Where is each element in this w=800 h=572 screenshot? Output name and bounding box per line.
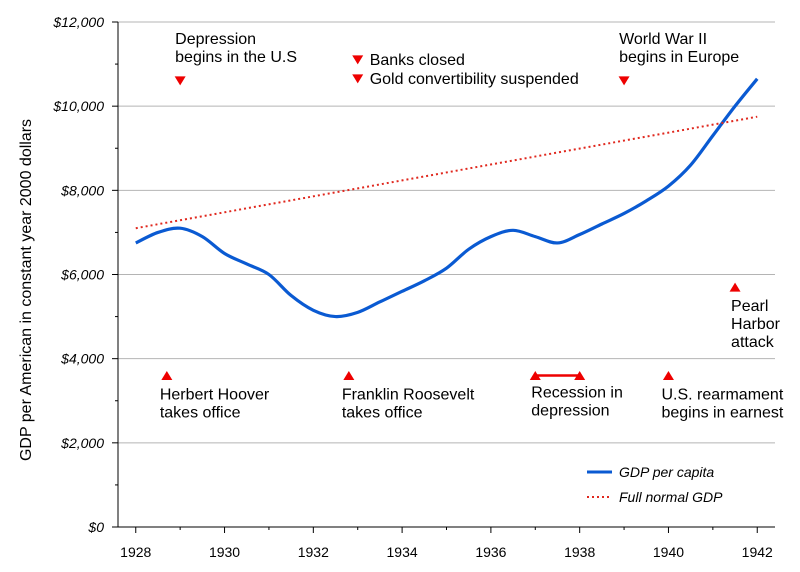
annotation-pearl: Pearl Harbor attack (729, 282, 781, 351)
y-axis-ticks: $0 $2,000 $4,000 $6,000 $8,000 $10,000 $12,000 (52, 14, 118, 535)
annotation-wwii: World War II begins in Europe (618, 31, 739, 86)
series-line-gdp-per-capita (135, 77, 759, 319)
annotation-depression: Depression begins in the U.S (174, 31, 297, 86)
annotation-hoover: Herbert Hoover takes office (160, 371, 270, 422)
annotation-label-banks: Banks closed (370, 52, 465, 69)
annotation-label-wwii: World War II begins in Europe (619, 31, 739, 66)
x-tick-label: 1942 (742, 544, 773, 560)
annotation-label-recession: Recession in depression (531, 385, 623, 420)
x-tick-label: 1938 (564, 544, 595, 560)
y-tick-label: $0 (87, 519, 104, 535)
annotation-roosevelt: Franklin Roosevelt takes office (342, 371, 475, 422)
y-tick-label: $4,000 (60, 351, 104, 367)
up-marker (529, 371, 541, 380)
x-axis-ticks: 1928 1930 1932 1934 1936 1938 1940 1942 (120, 527, 773, 560)
annotation-banks: Banks closed (352, 52, 465, 69)
up-marker (729, 282, 741, 292)
y-tick-label: $8,000 (60, 182, 104, 198)
x-tick-label: 1936 (475, 544, 506, 560)
up-marker (574, 371, 586, 380)
y-tick-label: $10,000 (52, 98, 104, 114)
y-tick-label: $2,000 (60, 435, 104, 451)
x-tick-label: 1928 (120, 544, 151, 560)
annotation-gold: Gold convertibility suspended (352, 71, 579, 88)
y-tick-label: $12,000 (52, 14, 104, 30)
legend: GDP per capita Full normal GDP (587, 464, 723, 505)
annotation-label-gold: Gold convertibility suspended (370, 71, 579, 88)
down-marker (618, 76, 630, 86)
annotation-label-hoover: Herbert Hoover takes office (160, 387, 270, 422)
legend-label-full-normal-gdp: Full normal GDP (619, 489, 723, 505)
up-marker (343, 371, 355, 380)
legend-label-gdp-per-capita: GDP per capita (619, 464, 714, 480)
down-marker (174, 76, 186, 86)
annotation-recession: Recession in depression (529, 371, 623, 420)
annotation-label-pearl: Pearl Harbor attack (731, 298, 781, 351)
y-tick-label: $6,000 (60, 267, 104, 283)
annotation-label-roosevelt: Franklin Roosevelt takes office (342, 387, 475, 422)
down-marker (352, 74, 364, 84)
x-tick-label: 1934 (387, 544, 418, 560)
annotation-label-rearmament: U.S. rearmament begins in earnest (661, 387, 783, 422)
series (135, 77, 759, 319)
x-tick-label: 1930 (209, 544, 240, 560)
x-tick-label: 1932 (298, 544, 329, 560)
up-marker (662, 371, 674, 380)
x-tick-label: 1940 (653, 544, 684, 560)
up-marker (161, 371, 173, 380)
down-marker (352, 55, 364, 65)
annotation-label-depression: Depression begins in the U.S (175, 31, 297, 66)
grid-lines (118, 21, 775, 444)
y-axis-title: GDP per American in constant year 2000 d… (18, 119, 35, 461)
annotation-rearmament: U.S. rearmament begins in earnest (661, 371, 784, 422)
annotations: Depression begins in the U.S Banks closed G… (160, 31, 784, 422)
series-line-full-normal-gdp (135, 115, 758, 230)
